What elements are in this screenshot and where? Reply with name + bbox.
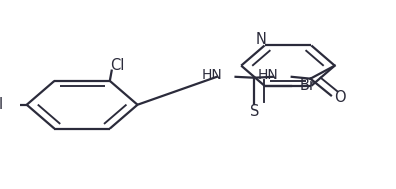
Text: O: O [335,90,346,105]
Text: I: I [0,97,2,112]
Text: HN: HN [202,68,223,82]
Text: Br: Br [299,78,315,93]
Text: HN: HN [258,68,279,82]
Text: N: N [255,32,266,47]
Text: Cl: Cl [110,57,124,73]
Text: S: S [249,104,259,119]
